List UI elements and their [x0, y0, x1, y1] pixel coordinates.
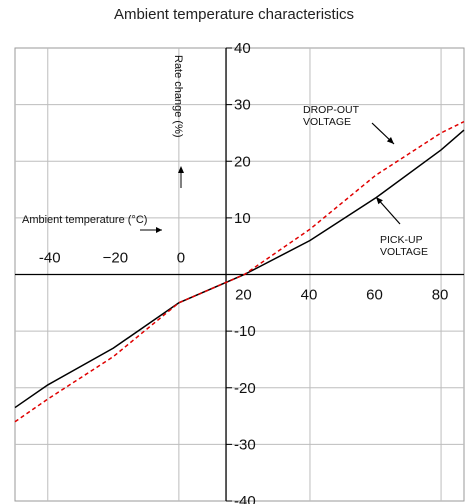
x-tick-label: 0 — [177, 250, 185, 267]
y-tick-label: -40 — [234, 493, 256, 504]
x-tick-label: 60 — [366, 287, 383, 304]
y-axis-label: Rate change (%) — [172, 55, 184, 138]
annotation-label: DROP-OUT — [303, 104, 360, 116]
y-tick-label: 40 — [234, 40, 251, 57]
annotation-label: VOLTAGE — [303, 116, 351, 128]
y-tick-label: 30 — [234, 97, 251, 114]
annotation-label: PICK-UP — [380, 234, 423, 246]
labels-layer: 40 30 20 10 -10 -20 -30 -40 -40 −20 0 20 40 60 80 Ambie… — [22, 40, 448, 504]
y-tick-label: -20 — [234, 380, 256, 397]
x-axis-label: Ambient temperature (°C) — [22, 214, 147, 226]
x-tick-label: 20 — [235, 287, 252, 304]
x-tick-label: −20 — [103, 250, 128, 267]
x-axis-arrowhead — [156, 227, 162, 233]
x-tick-label: -40 — [39, 250, 61, 267]
x-tick-label: 80 — [432, 287, 449, 304]
annotation-label: VOLTAGE — [380, 246, 428, 258]
y-tick-label: 10 — [234, 210, 251, 227]
series-line — [14, 129, 465, 409]
x-tick-label: 40 — [301, 287, 318, 304]
y-tick-label: 20 — [234, 153, 251, 170]
axes — [15, 47, 464, 502]
y-axis-arrowhead — [178, 166, 184, 173]
y-tick-label: -30 — [234, 436, 256, 453]
grid — [14, 47, 465, 502]
series-line — [14, 120, 465, 423]
annotation-arrowhead — [386, 136, 394, 144]
annotation-arrowhead — [376, 197, 383, 205]
y-tick-label: -10 — [234, 323, 256, 340]
chart-title: Ambient temperature characteristics — [114, 6, 354, 23]
series-layer — [14, 120, 465, 423]
